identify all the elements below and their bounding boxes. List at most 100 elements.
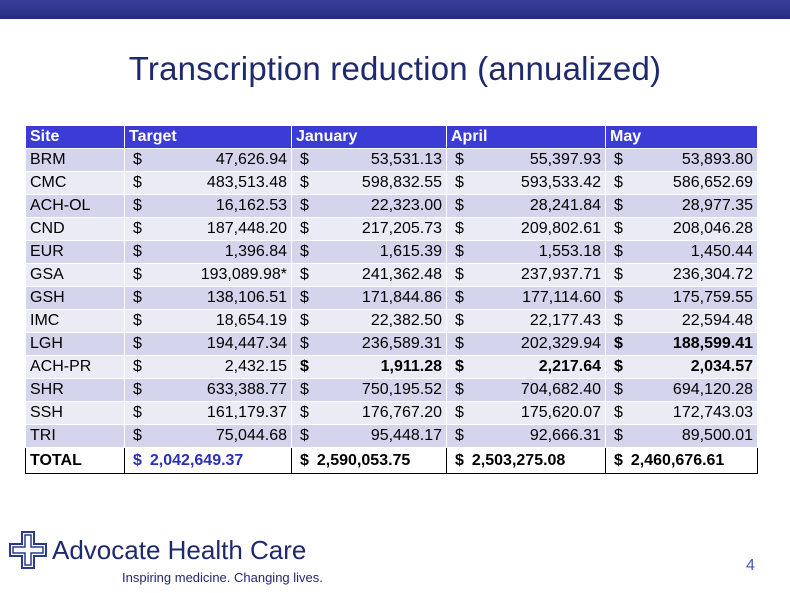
- cell-value: 18,654.19: [215, 312, 287, 329]
- cell-value: 633,388.77: [206, 381, 287, 398]
- cell-value: 704,682.40: [520, 381, 601, 398]
- table-row: TRI $75,044.68 $95,448.17 $92,666.31 $89,500…: [25, 424, 758, 448]
- transcription-table: Site Target January April May BRM $47,626…: [25, 125, 758, 474]
- target-cell: $633,388.77: [124, 378, 292, 402]
- currency-symbol: $: [455, 427, 464, 444]
- may-cell: $236,304.72: [605, 263, 758, 287]
- may-cell: $89,500.01: [605, 424, 758, 448]
- table-row: LGH $194,447.34 $236,589.31 $202,329.94 $188…: [25, 332, 758, 356]
- currency-symbol: $: [133, 358, 142, 375]
- currency-symbol: $: [455, 220, 464, 237]
- currency-symbol: $: [614, 404, 623, 421]
- cell-value: 53,893.80: [681, 151, 753, 168]
- cell-value: 586,652.69: [672, 174, 753, 191]
- target-cell: $483,513.48: [124, 171, 292, 195]
- cell-value: 22,177.43: [529, 312, 601, 329]
- site-cell: GSH: [25, 286, 125, 310]
- table-row: SHR $633,388.77 $750,195.52 $704,682.40 $694…: [25, 378, 758, 402]
- table-row: GSA $193,089.98* $241,362.48 $237,937.71 $23…: [25, 263, 758, 287]
- cell-value: 208,046.28: [672, 220, 753, 237]
- currency-symbol: $: [614, 312, 623, 329]
- currency-symbol: $: [133, 151, 142, 168]
- site-cell: SSH: [25, 401, 125, 425]
- total-may-cell: $2,460,676.61: [605, 447, 758, 474]
- january-cell: $95,448.17: [291, 424, 447, 448]
- cell-value: 598,832.55: [361, 174, 442, 191]
- currency-symbol: $: [455, 404, 464, 421]
- cell-value: 55,397.93: [529, 151, 601, 168]
- january-cell: $217,205.73: [291, 217, 447, 241]
- cell-value: 2,432.15: [224, 358, 287, 375]
- cell-value: 161,179.37: [206, 404, 287, 421]
- table-row: CMC $483,513.48 $598,832.55 $593,533.42 $586…: [25, 171, 758, 195]
- site-cell: GSA: [25, 263, 125, 287]
- cell-value: 1,396.84: [224, 243, 287, 260]
- april-cell: $1,553.18: [446, 240, 606, 264]
- table-row: ACH-OL $16,162.53 $22,323.00 $28,241.84 $28,…: [25, 194, 758, 218]
- currency-symbol: $: [614, 381, 623, 398]
- table-row: CND $187,448.20 $217,205.73 $209,802.61 $208…: [25, 217, 758, 241]
- table-row: BRM $47,626.94 $53,531.13 $55,397.93 $53,893…: [25, 148, 758, 172]
- site-cell: ACH-OL: [25, 194, 125, 218]
- target-cell: $194,447.34: [124, 332, 292, 356]
- cell-value: 1,553.18: [538, 243, 601, 260]
- currency-symbol: $: [300, 243, 309, 260]
- cell-value: 92,666.31: [529, 427, 601, 444]
- target-cell: $193,089.98*: [124, 263, 292, 287]
- currency-symbol: $: [455, 381, 464, 398]
- currency-symbol: $: [133, 220, 142, 237]
- cell-value: 1,615.39: [379, 243, 442, 260]
- cell-value: 175,620.07: [520, 404, 601, 421]
- currency-symbol: $: [455, 451, 464, 469]
- may-cell: $172,743.03: [605, 401, 758, 425]
- cell-value: 22,594.48: [681, 312, 753, 329]
- cell-value: 188,599.41: [672, 335, 753, 352]
- april-cell: $28,241.84: [446, 194, 606, 218]
- currency-symbol: $: [614, 427, 623, 444]
- table-row: GSH $138,106.51 $171,844.86 $177,114.60 $175…: [25, 286, 758, 310]
- may-cell: $22,594.48: [605, 309, 758, 333]
- may-cell: $28,977.35: [605, 194, 758, 218]
- cell-value: 2,503,275.08: [471, 451, 566, 469]
- cell-value: 22,323.00: [370, 197, 442, 214]
- currency-symbol: $: [455, 243, 464, 260]
- currency-symbol: $: [300, 451, 309, 469]
- currency-symbol: $: [455, 151, 464, 168]
- total-january-cell: $2,590,053.75: [291, 447, 447, 474]
- currency-symbol: $: [455, 358, 464, 375]
- currency-symbol: $: [614, 335, 623, 352]
- currency-symbol: $: [455, 335, 464, 352]
- header-site: Site: [25, 125, 125, 149]
- currency-symbol: $: [300, 266, 309, 283]
- cell-value: 694,120.28: [672, 381, 753, 398]
- site-cell: CMC: [25, 171, 125, 195]
- currency-symbol: $: [300, 197, 309, 214]
- april-cell: $175,620.07: [446, 401, 606, 425]
- currency-symbol: $: [300, 404, 309, 421]
- january-cell: $171,844.86: [291, 286, 447, 310]
- site-cell: SHR: [25, 378, 125, 402]
- currency-symbol: $: [614, 358, 623, 375]
- table-body: BRM $47,626.94 $53,531.13 $55,397.93 $53,893…: [25, 148, 758, 474]
- cell-value: 138,106.51: [206, 289, 287, 306]
- currency-symbol: $: [300, 220, 309, 237]
- cell-value: 236,304.72: [672, 266, 753, 283]
- cell-value: 750,195.52: [361, 381, 442, 398]
- currency-symbol: $: [133, 312, 142, 329]
- site-cell: BRM: [25, 148, 125, 172]
- cell-value: 217,205.73: [361, 220, 442, 237]
- total-target-cell: $2,042,649.37: [124, 447, 292, 474]
- cell-value: 193,089.98*: [200, 266, 287, 283]
- cell-value: 202,329.94: [520, 335, 601, 352]
- site-cell: LGH: [25, 332, 125, 356]
- currency-symbol: $: [133, 266, 142, 283]
- april-cell: $704,682.40: [446, 378, 606, 402]
- header-may: May: [605, 125, 758, 149]
- january-cell: $22,323.00: [291, 194, 447, 218]
- cell-value: 28,241.84: [529, 197, 601, 214]
- april-cell: $2,217.64: [446, 355, 606, 379]
- page-number: 4: [746, 557, 755, 574]
- currency-symbol: $: [614, 243, 623, 260]
- cell-value: 593,533.42: [520, 174, 601, 191]
- currency-symbol: $: [133, 243, 142, 260]
